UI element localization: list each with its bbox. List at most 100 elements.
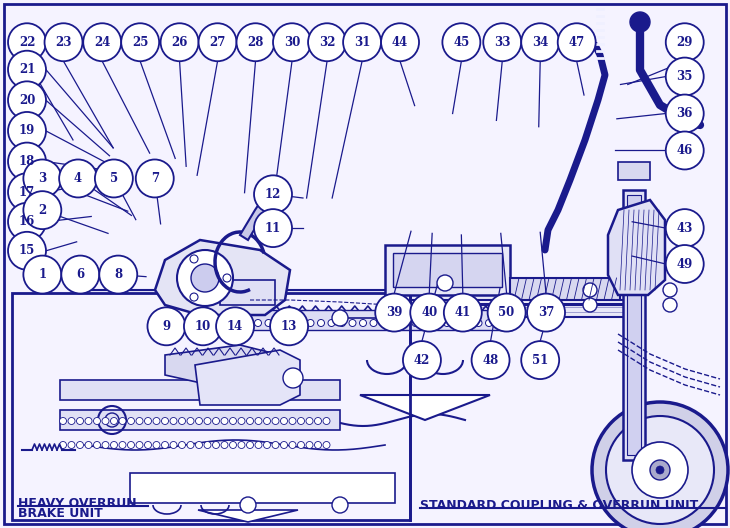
Text: 44: 44	[392, 36, 408, 49]
Circle shape	[444, 319, 450, 326]
Circle shape	[308, 23, 346, 61]
Text: 23: 23	[55, 36, 72, 49]
Circle shape	[403, 341, 441, 379]
Text: 28: 28	[247, 36, 264, 49]
Circle shape	[95, 159, 133, 197]
Circle shape	[483, 23, 521, 61]
Circle shape	[339, 319, 345, 326]
Circle shape	[496, 319, 503, 326]
Circle shape	[255, 319, 261, 326]
Circle shape	[666, 245, 704, 283]
Text: 42: 42	[414, 354, 430, 366]
Text: 31: 31	[354, 36, 370, 49]
Circle shape	[433, 319, 440, 326]
Circle shape	[223, 274, 231, 282]
Circle shape	[289, 418, 296, 425]
Circle shape	[191, 264, 219, 292]
Text: 10: 10	[195, 320, 211, 333]
Circle shape	[632, 442, 688, 498]
Circle shape	[102, 441, 109, 448]
Circle shape	[187, 418, 194, 425]
Circle shape	[128, 441, 134, 448]
Circle shape	[60, 418, 66, 425]
Circle shape	[527, 294, 565, 332]
Circle shape	[128, 418, 134, 425]
Circle shape	[229, 418, 237, 425]
Circle shape	[212, 418, 220, 425]
Text: 9: 9	[162, 320, 171, 333]
Circle shape	[196, 441, 202, 448]
Circle shape	[666, 209, 704, 247]
Text: 26: 26	[172, 36, 188, 49]
Circle shape	[179, 441, 185, 448]
Circle shape	[592, 402, 728, 528]
Circle shape	[119, 441, 126, 448]
Circle shape	[666, 95, 704, 133]
Circle shape	[507, 319, 513, 326]
Circle shape	[68, 418, 75, 425]
Circle shape	[349, 319, 356, 326]
Text: 3: 3	[38, 172, 47, 185]
Circle shape	[190, 293, 198, 301]
Text: HEAVY OVERRUN: HEAVY OVERRUN	[18, 497, 137, 510]
Circle shape	[306, 441, 313, 448]
Circle shape	[190, 255, 198, 263]
Text: STANDARD COUPLING & OVERRUN UNIT: STANDARD COUPLING & OVERRUN UNIT	[420, 499, 699, 512]
Text: 36: 36	[677, 107, 693, 120]
Text: 14: 14	[227, 320, 243, 333]
Text: 47: 47	[569, 36, 585, 49]
Circle shape	[153, 441, 160, 448]
Text: 13: 13	[281, 320, 297, 333]
Circle shape	[442, 23, 480, 61]
Circle shape	[110, 418, 118, 425]
Circle shape	[315, 418, 321, 425]
Text: 45: 45	[453, 36, 469, 49]
Circle shape	[370, 319, 377, 326]
Circle shape	[161, 441, 169, 448]
Text: 32: 32	[319, 36, 335, 49]
Circle shape	[85, 418, 92, 425]
Polygon shape	[165, 345, 285, 390]
Circle shape	[606, 416, 714, 524]
Circle shape	[298, 441, 304, 448]
Circle shape	[437, 275, 453, 291]
Polygon shape	[195, 350, 300, 405]
Text: 6: 6	[76, 268, 85, 281]
Bar	[85, 305, 640, 317]
Circle shape	[8, 51, 46, 89]
Circle shape	[85, 441, 92, 448]
Circle shape	[237, 23, 274, 61]
Circle shape	[255, 418, 262, 425]
Circle shape	[77, 441, 83, 448]
Bar	[85, 290, 640, 300]
Circle shape	[247, 441, 253, 448]
Circle shape	[286, 319, 293, 326]
Circle shape	[558, 23, 596, 61]
Circle shape	[238, 441, 245, 448]
Circle shape	[630, 12, 650, 32]
Circle shape	[145, 441, 152, 448]
Text: 43: 43	[677, 222, 693, 234]
Circle shape	[8, 173, 46, 211]
Bar	[60, 410, 340, 430]
Circle shape	[153, 418, 160, 425]
Polygon shape	[608, 200, 665, 295]
Circle shape	[204, 441, 211, 448]
Circle shape	[423, 319, 429, 326]
Circle shape	[332, 497, 348, 513]
Circle shape	[8, 81, 46, 119]
Circle shape	[270, 307, 308, 345]
Circle shape	[663, 283, 677, 297]
Circle shape	[77, 418, 83, 425]
Circle shape	[359, 319, 366, 326]
Circle shape	[264, 418, 271, 425]
Bar	[393, 253, 502, 287]
Circle shape	[280, 418, 288, 425]
Circle shape	[102, 418, 109, 425]
Text: BRAKE UNIT: BRAKE UNIT	[18, 507, 103, 520]
Circle shape	[179, 418, 185, 425]
Text: 29: 29	[677, 36, 693, 49]
Circle shape	[23, 256, 61, 294]
Circle shape	[212, 441, 220, 448]
Bar	[510, 278, 620, 300]
